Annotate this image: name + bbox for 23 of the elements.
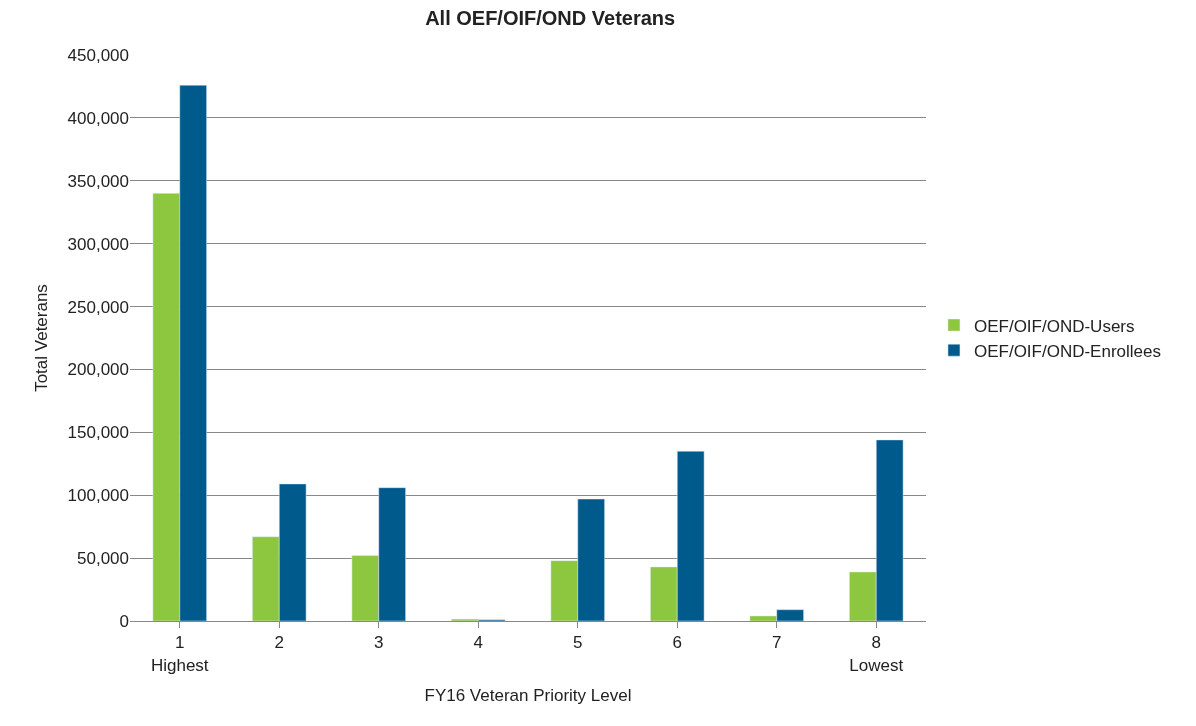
x-tick-label: 1 Highest <box>150 633 209 675</box>
y-tick-label: 400,000 <box>67 108 129 128</box>
x-tick-label: 2 <box>274 633 284 653</box>
legend-label: OEF/OIF/OND-Enrollees <box>973 341 1162 361</box>
y-tick-label: 300,000 <box>67 234 129 254</box>
y-tick-label: 0 <box>119 611 129 631</box>
x-tick-label: 5 <box>573 633 583 653</box>
y-tick-label: 250,000 <box>67 297 129 317</box>
y-tick-label: 50,000 <box>77 549 129 569</box>
x-tick-label: 7 <box>772 633 782 653</box>
legend-label: OEF/OIF/OND-Users <box>973 316 1135 336</box>
y-tick-label: 450,000 <box>67 45 129 65</box>
x-tick-label: 6 <box>672 633 682 653</box>
x-tick-label: 3 <box>374 633 384 653</box>
x-axis-title: FY16 Veteran Priority Level <box>424 685 632 705</box>
y-tick-label: 350,000 <box>67 171 129 191</box>
y-tick-label: 150,000 <box>67 423 129 443</box>
x-tick-label: 4 <box>473 633 483 653</box>
chart-title: All OEF/OIF/OND Veterans <box>425 6 676 29</box>
y-tick-label: 200,000 <box>67 360 129 380</box>
y-tick-label: 100,000 <box>67 486 129 506</box>
y-axis-title: Total Veterans <box>32 284 52 392</box>
x-tick-label: 8 Lowest <box>849 633 904 675</box>
